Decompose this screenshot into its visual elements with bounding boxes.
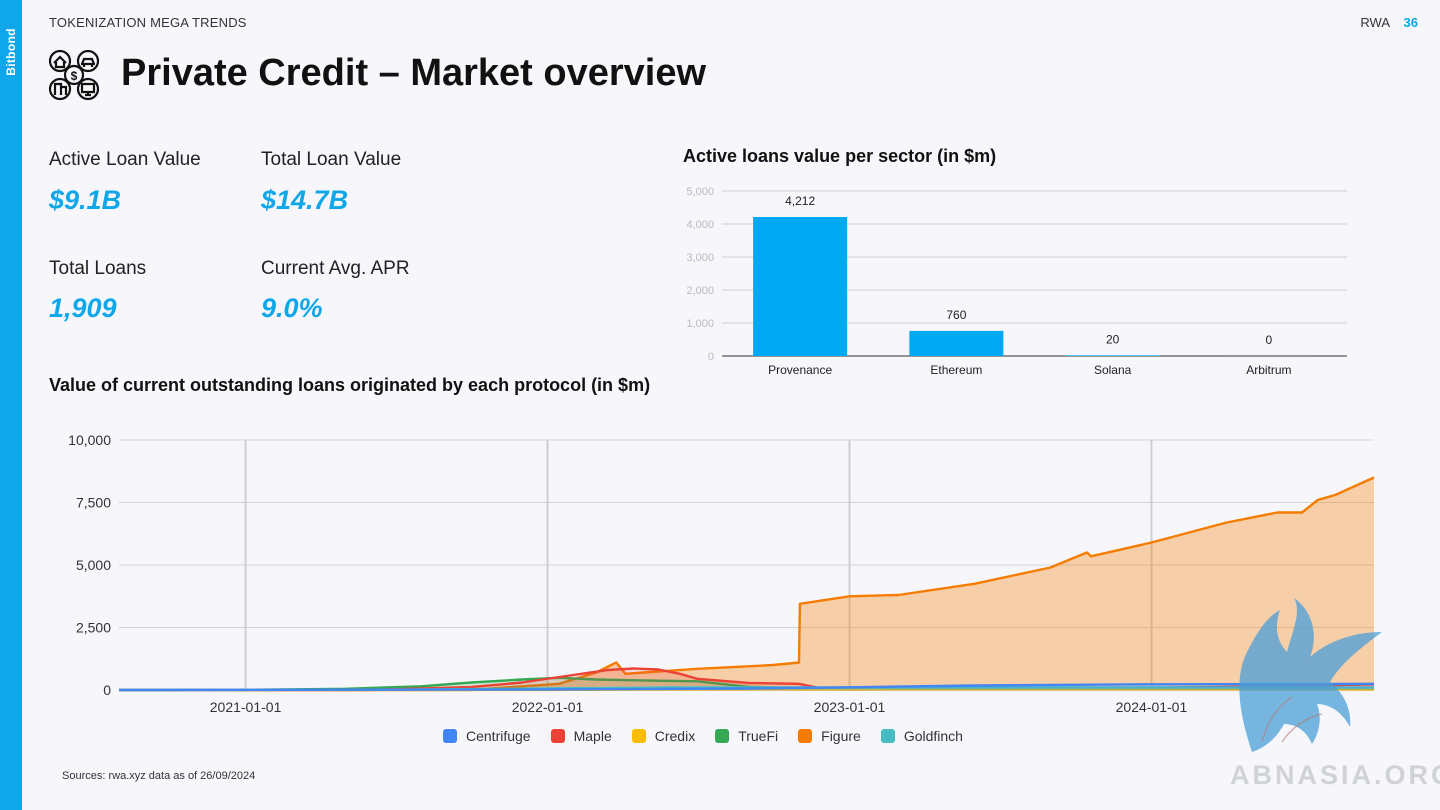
x-tick-label: 2021-01-01 [210, 699, 282, 715]
sector-bar-chart: 0 1,000 2,000 3,000 4,000 5,000 4,212 Provenanc… [686, 186, 1347, 377]
bar [753, 217, 848, 356]
x-tick-label: 2022-01-01 [512, 699, 584, 715]
legend-item-maple[interactable]: Maple [550, 728, 612, 744]
legend-swatch [798, 729, 813, 743]
legend-item-truefi[interactable]: TrueFi [715, 728, 778, 744]
bar-chart-title: Active loans value per sector (in $m) [683, 146, 997, 166]
kpi-value-total-loans: 1,909 [49, 293, 117, 323]
y-tick-label: 2,000 [686, 285, 714, 297]
y-tick-label: 4,000 [686, 219, 714, 231]
kpi-label-current-avg-apr: Current Avg. APR [261, 258, 410, 279]
legend-item-goldfinch[interactable]: Goldfinch [880, 728, 963, 744]
y-tick-label: 5,000 [76, 557, 111, 573]
line-chart-title: Value of current outstanding loans origi… [49, 375, 651, 395]
x-tick-label: Ethereum [930, 363, 982, 377]
y-tick-label: 0 [103, 682, 111, 698]
y-tick-label: 5,000 [686, 186, 714, 198]
kpi-label-total-loans: Total Loans [49, 258, 147, 279]
y-tick-label: 1,000 [686, 318, 714, 330]
y-tick-label: 10,000 [68, 432, 111, 448]
y-tick-label: 0 [708, 351, 714, 363]
legend-label: Goldfinch [903, 728, 963, 744]
legend-item-credix[interactable]: Credix [631, 728, 696, 744]
legend-swatch [880, 729, 895, 743]
legend-label: Maple [573, 728, 612, 744]
kpi-label-active-loan-value: Active Loan Value [49, 149, 201, 170]
griffin-logo [1239, 598, 1382, 752]
protocol-area-chart: 0 2,500 5,000 7,500 10,000 2021-01-01 2022-01-… [68, 432, 1375, 715]
page-title: Private Credit – Market overview [121, 52, 707, 94]
x-tick-label: 2023-01-01 [814, 699, 886, 715]
source-note: Sources: rwa.xyz data as of 26/09/2024 [62, 770, 256, 782]
kpi-value-total-loan-value: $14.7B [261, 185, 349, 215]
legend-swatch [550, 729, 565, 743]
legend-label: Centrifuge [466, 728, 531, 744]
series-line-centrifuge [118, 682, 1375, 692]
svg-text:$: $ [71, 69, 78, 83]
legend-item-centrifuge[interactable]: Centrifuge [443, 728, 531, 744]
bar [909, 330, 1004, 356]
legend-item-figure[interactable]: Figure [798, 728, 861, 744]
brand-name: Bitbond [4, 28, 18, 76]
section-label: TOKENIZATION MEGA TRENDS [49, 15, 247, 30]
brand-sidebar: Bitbond [0, 0, 22, 810]
data-label: 20 [1106, 332, 1120, 346]
series-area-figure [119, 477, 1374, 690]
watermark-text: ABNASIA.ORG [1230, 760, 1440, 790]
legend-swatch [443, 729, 457, 743]
y-tick-label: 7,500 [76, 495, 111, 511]
chart-legend: Centrifuge Maple Credix TrueFi Figure Go… [443, 728, 963, 744]
legend-swatch [715, 729, 730, 743]
x-tick-label: Provenance [768, 363, 832, 377]
legend-swatch [631, 729, 646, 743]
x-tick-label: 2024-01-01 [1116, 699, 1188, 715]
y-tick-label: 2,500 [76, 620, 111, 636]
x-tick-label: Solana [1094, 363, 1132, 377]
x-tick-label: Arbitrum [1246, 363, 1291, 377]
legend-label: Figure [821, 728, 861, 744]
kpi-label-total-loan-value: Total Loan Value [261, 149, 402, 170]
kpi-value-current-avg-apr: 9.0% [261, 293, 323, 323]
page-number: 36 [1403, 15, 1418, 30]
y-tick-label: 3,000 [686, 252, 714, 264]
legend-label: Credix [654, 728, 696, 744]
data-label: 0 [1266, 333, 1273, 347]
data-label: 760 [946, 308, 966, 322]
kpi-value-active-loan-value: $9.1B [49, 185, 122, 215]
bar [1065, 355, 1160, 356]
legend-label: TrueFi [738, 728, 779, 744]
series-line-figure [119, 476, 1375, 692]
topic-label: RWA [1360, 15, 1390, 30]
data-label: 4,212 [785, 194, 815, 208]
property-finance-icon: $ [48, 49, 100, 101]
